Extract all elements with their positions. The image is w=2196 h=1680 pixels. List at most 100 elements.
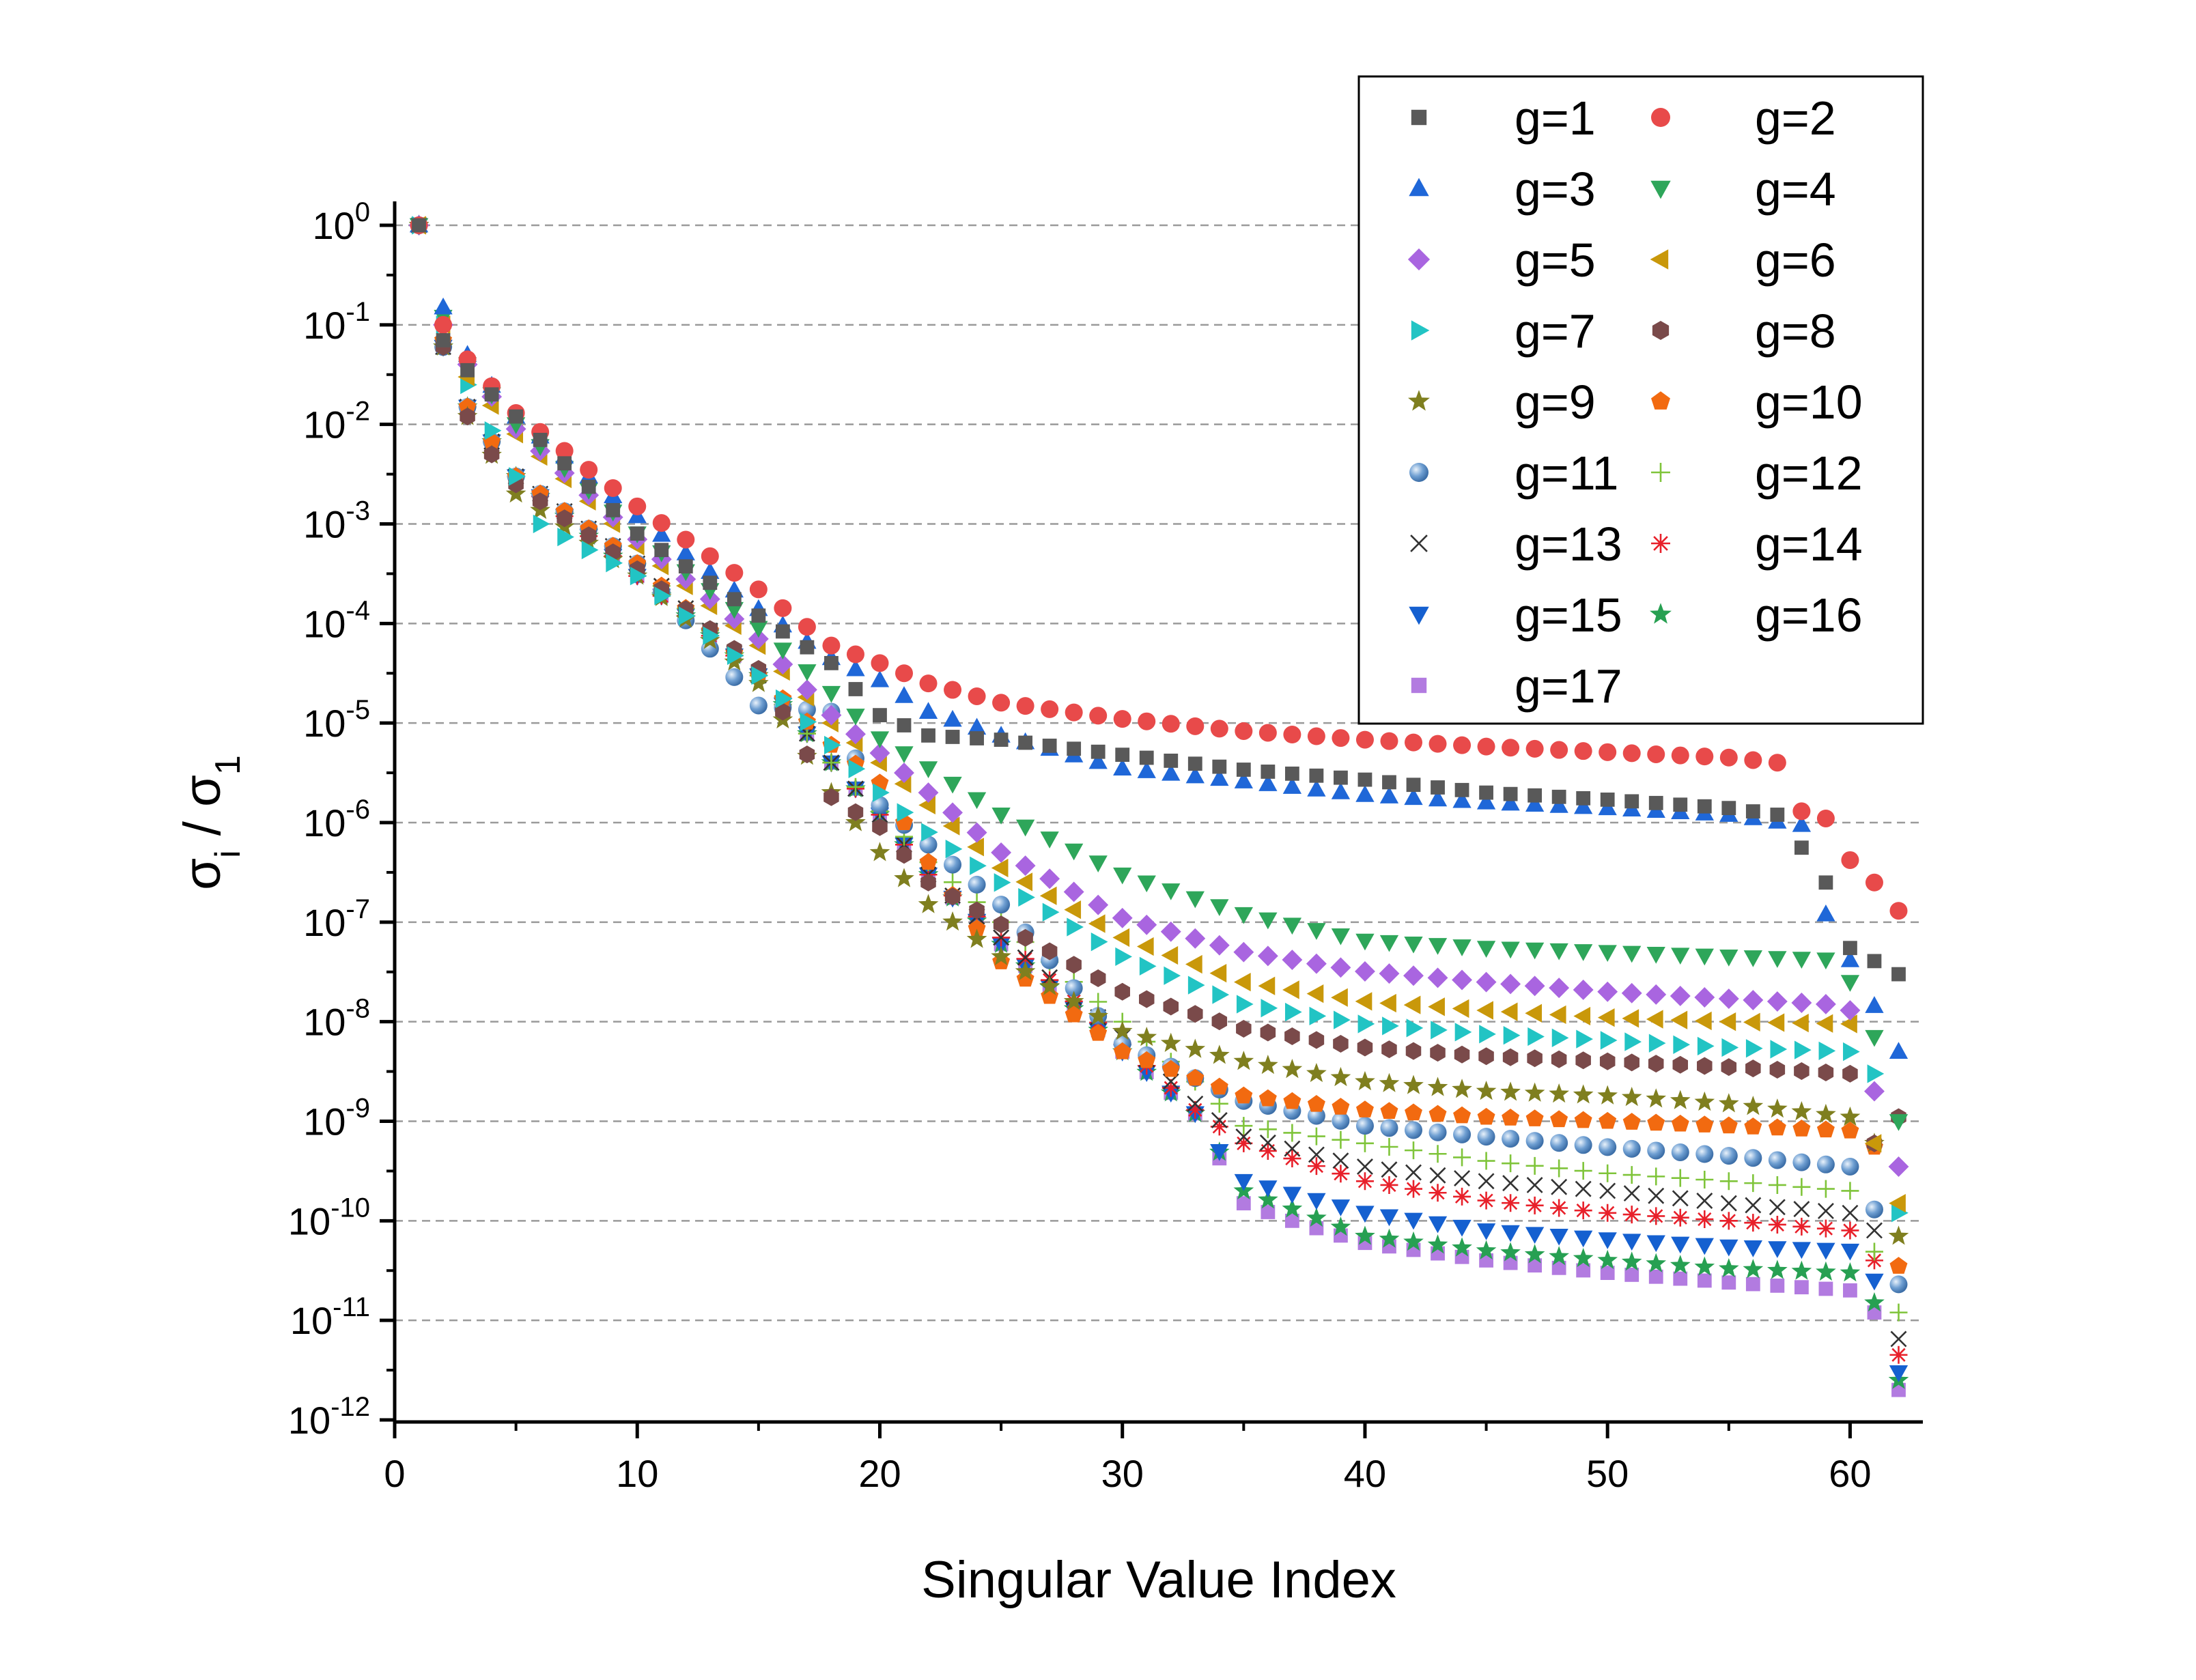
data-point <box>1794 1280 1809 1295</box>
data-point <box>1307 1127 1325 1145</box>
data-point <box>1599 1182 1616 1199</box>
data-point <box>1670 985 1691 1006</box>
legend-item-g-1: g=1 <box>1411 91 1596 145</box>
data-point <box>1428 735 1447 753</box>
data-point <box>1164 966 1181 985</box>
data-point <box>434 315 453 334</box>
data-point <box>1115 748 1130 763</box>
data-point <box>434 297 453 315</box>
data-point <box>1865 1029 1884 1047</box>
y-tick-exponent: 0 <box>355 197 370 227</box>
x-tick-label: 0 <box>384 1452 405 1495</box>
data-point <box>1282 950 1303 970</box>
legend-item-g-16: g=16 <box>1650 588 1863 642</box>
legend-marker <box>1407 248 1431 271</box>
y-title-separator: / <box>173 807 231 850</box>
data-point <box>748 672 769 692</box>
data-point <box>1212 759 1227 774</box>
data-point <box>1041 942 1058 960</box>
data-point <box>1648 795 1663 810</box>
data-point <box>845 812 866 831</box>
data-point <box>703 575 718 590</box>
y-tick-exponent: -10 <box>330 1193 370 1223</box>
data-point <box>1673 797 1688 812</box>
data-point <box>533 514 550 534</box>
data-point <box>1259 1134 1276 1151</box>
y-tick-base: 10 <box>288 1199 330 1242</box>
data-point <box>1283 1092 1301 1109</box>
data-point <box>1792 1217 1811 1236</box>
data-point <box>1454 782 1469 797</box>
data-point <box>1164 753 1179 768</box>
data-point <box>775 624 790 639</box>
y-title-sub-1: 1 <box>208 755 248 775</box>
data-point <box>1648 1055 1664 1073</box>
data-point <box>1212 985 1230 1004</box>
data-point <box>1258 1141 1277 1160</box>
data-point <box>677 530 695 549</box>
data-point <box>604 479 622 497</box>
data-point <box>1889 1275 1908 1294</box>
data-point <box>1307 1193 1326 1210</box>
data-point <box>1063 881 1084 902</box>
data-point <box>1767 1098 1788 1118</box>
data-point <box>1816 1261 1836 1281</box>
data-point <box>1478 1047 1494 1066</box>
legend-label: g=15 <box>1515 588 1622 642</box>
data-point <box>1382 1016 1399 1036</box>
data-point <box>1622 744 1641 763</box>
data-point <box>1695 1170 1714 1188</box>
data-point <box>1865 873 1883 892</box>
data-point <box>1889 902 1908 920</box>
data-point <box>821 685 841 703</box>
data-point <box>1380 1119 1398 1137</box>
data-point <box>1452 791 1472 808</box>
data-point <box>1282 1059 1303 1079</box>
data-point <box>1815 994 1836 1014</box>
data-point <box>869 743 890 764</box>
data-point <box>994 873 1011 892</box>
data-point <box>1282 1198 1303 1218</box>
y-tick-base: 10 <box>303 503 346 546</box>
legend-label: g=7 <box>1515 304 1596 358</box>
data-point <box>533 433 548 447</box>
data-point <box>1477 737 1495 756</box>
data-point <box>894 763 914 784</box>
data-point <box>1258 1189 1278 1209</box>
data-point <box>1818 1041 1836 1061</box>
data-point <box>992 694 1011 712</box>
y-tick-label: 10-4 <box>303 595 370 645</box>
y-tick-label: 10-7 <box>303 894 370 944</box>
data-point <box>1671 1208 1689 1227</box>
data-point <box>1112 928 1130 948</box>
data-point <box>1160 921 1181 942</box>
data-point <box>895 746 914 764</box>
data-point <box>1355 1070 1375 1091</box>
data-point <box>1210 899 1229 916</box>
data-point <box>1403 995 1421 1014</box>
data-point <box>1015 960 1036 980</box>
data-point <box>991 945 1011 966</box>
data-point <box>1185 891 1205 909</box>
data-point <box>1646 1088 1667 1108</box>
data-point <box>994 732 1009 747</box>
data-point <box>1431 780 1445 795</box>
data-point <box>1067 741 1082 756</box>
data-point <box>824 788 839 806</box>
legend-label: g=8 <box>1755 304 1836 358</box>
data-point <box>1088 855 1108 872</box>
data-point <box>1406 1019 1424 1038</box>
legend-item-g-2: g=2 <box>1651 91 1836 145</box>
data-point <box>1647 1207 1665 1225</box>
data-point <box>1477 1152 1495 1170</box>
data-point <box>1841 851 1859 869</box>
y-tick-exponent: -5 <box>346 695 370 725</box>
data-point <box>652 514 671 532</box>
data-point <box>1138 990 1155 1008</box>
data-point <box>1479 1025 1496 1044</box>
data-point <box>846 645 864 664</box>
data-point <box>724 608 745 629</box>
data-point <box>1453 1148 1472 1167</box>
data-point <box>920 873 936 892</box>
